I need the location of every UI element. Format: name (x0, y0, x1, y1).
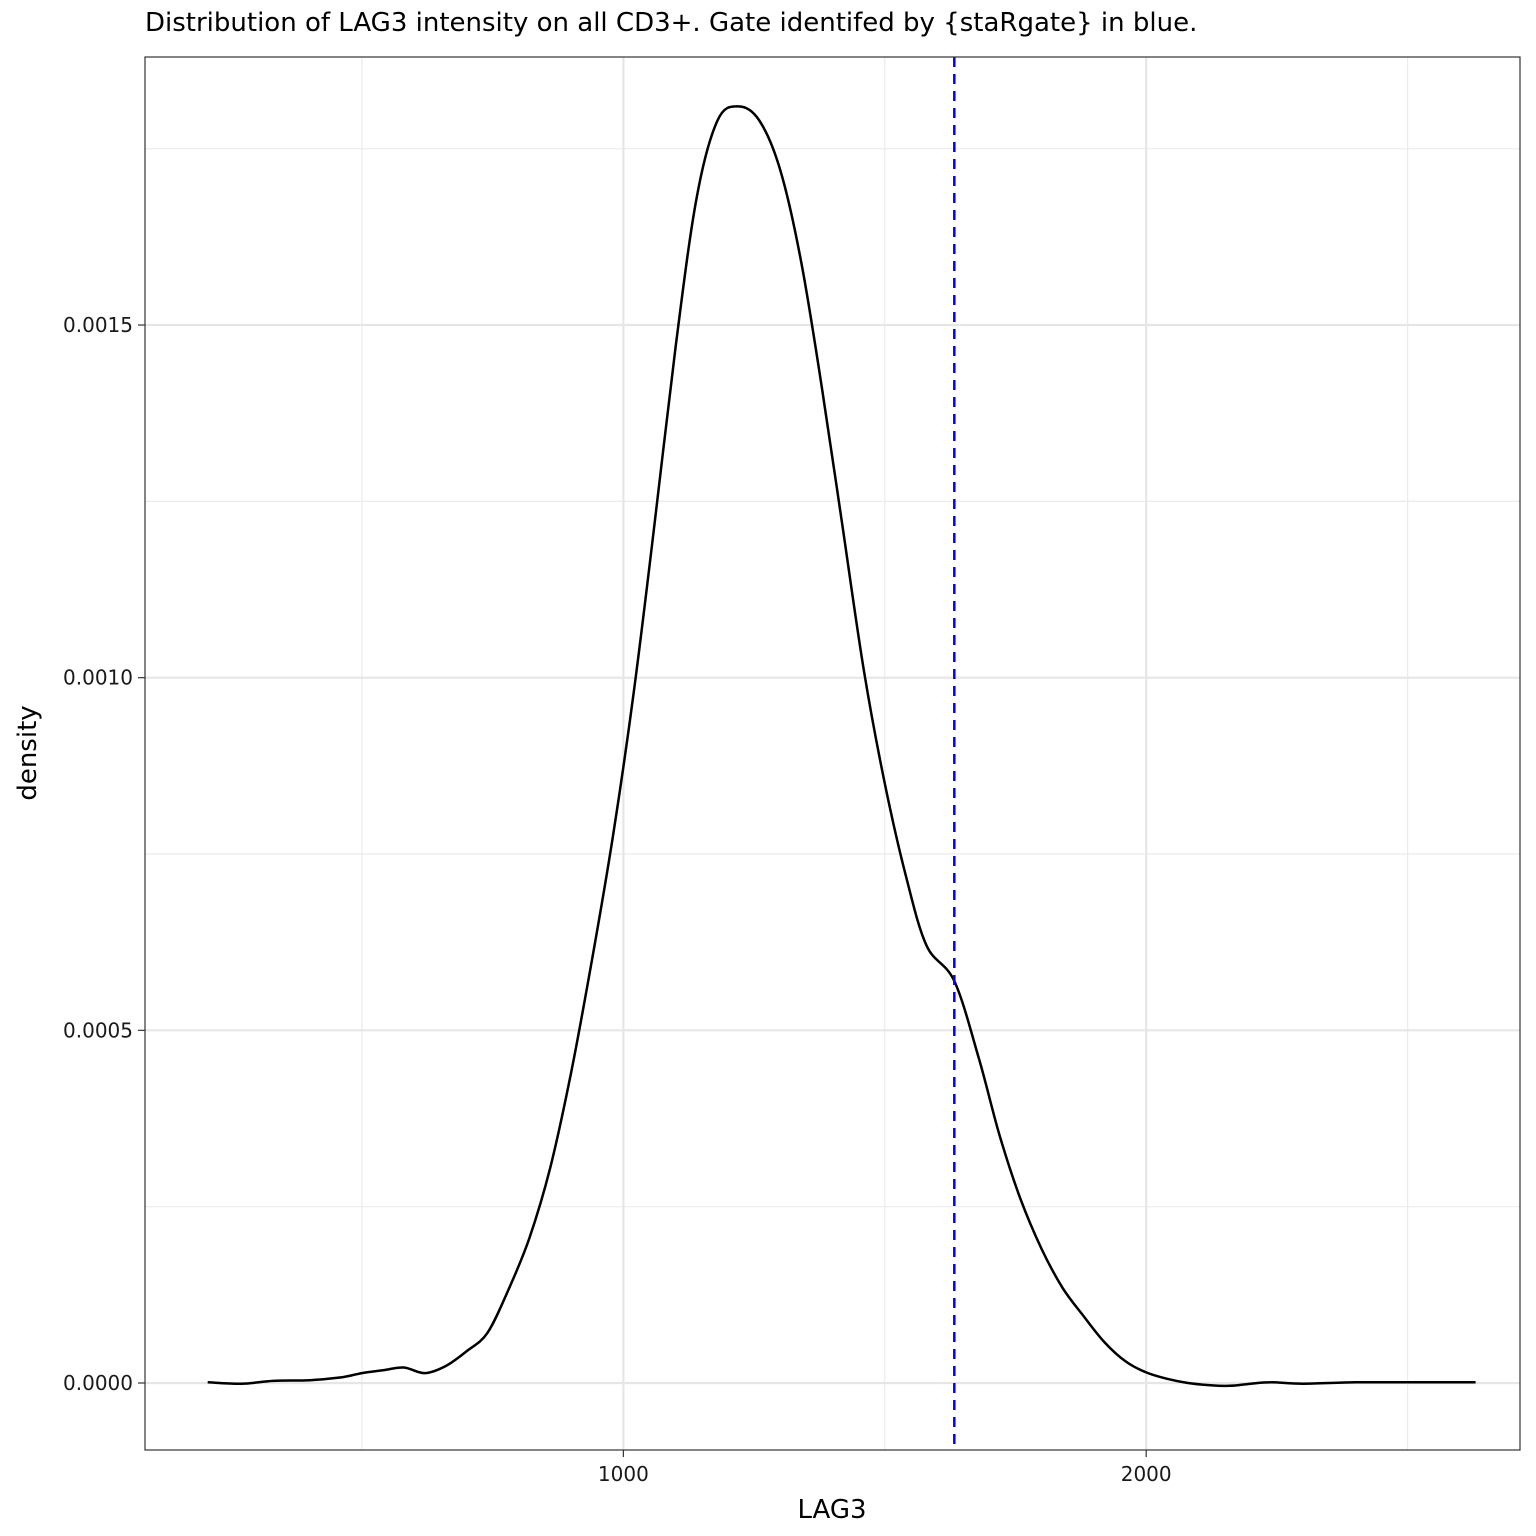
y-tick-label: 0.0005 (63, 1018, 133, 1042)
y-axis-title: density (13, 705, 43, 800)
x-axis: 1000 2000 (598, 1450, 1172, 1486)
y-axis: 0.0000 0.0005 0.0010 0.0015 (63, 313, 145, 1395)
plot-panel-border (144, 56, 1521, 1451)
minor-gridlines (145, 57, 1520, 1450)
x-tick-label: 1000 (598, 1462, 649, 1486)
chart-title: Distribution of LAG3 intensity on all CD… (145, 8, 1198, 38)
y-tick-label: 0.0015 (63, 313, 133, 337)
x-tick-label: 2000 (1121, 1462, 1172, 1486)
x-axis-title: LAG3 (797, 1495, 866, 1525)
y-tick-label: 0.0000 (63, 1371, 133, 1395)
plot-panel-background (145, 57, 1520, 1450)
y-tick-label: 0.0010 (63, 666, 133, 690)
density-curve (207, 105, 1476, 1388)
